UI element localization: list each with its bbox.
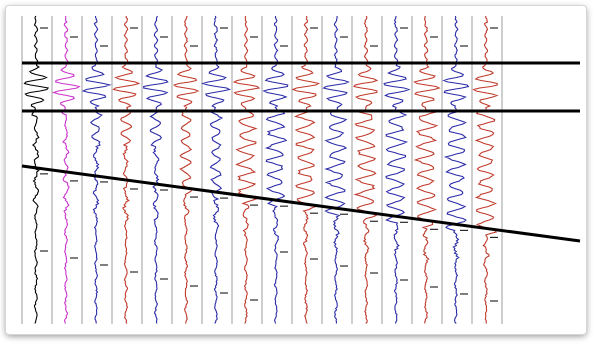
trace-group [23, 15, 499, 324]
trace-9 [262, 16, 289, 324]
trace-10 [291, 15, 321, 324]
trace-4 [112, 16, 141, 324]
tick-marks [40, 27, 498, 302]
trace-5 [143, 15, 169, 324]
trace-16 [472, 15, 499, 324]
trace-3 [81, 15, 112, 324]
trace-13 [383, 15, 411, 324]
trace-7 [200, 15, 231, 324]
trace-12 [353, 15, 379, 324]
trace-6 [172, 15, 200, 324]
seismic-gather [21, 15, 581, 324]
figure-frame [6, 6, 586, 334]
grid-lines [21, 16, 503, 324]
trace-2 [51, 16, 81, 324]
trace-11 [322, 15, 350, 324]
trace-14 [413, 15, 441, 324]
trace-15 [442, 15, 470, 324]
trace-1 [23, 15, 50, 324]
horizon-dipping-line [21, 164, 581, 243]
horizon-lines [21, 61, 581, 243]
trace-8 [232, 15, 261, 324]
